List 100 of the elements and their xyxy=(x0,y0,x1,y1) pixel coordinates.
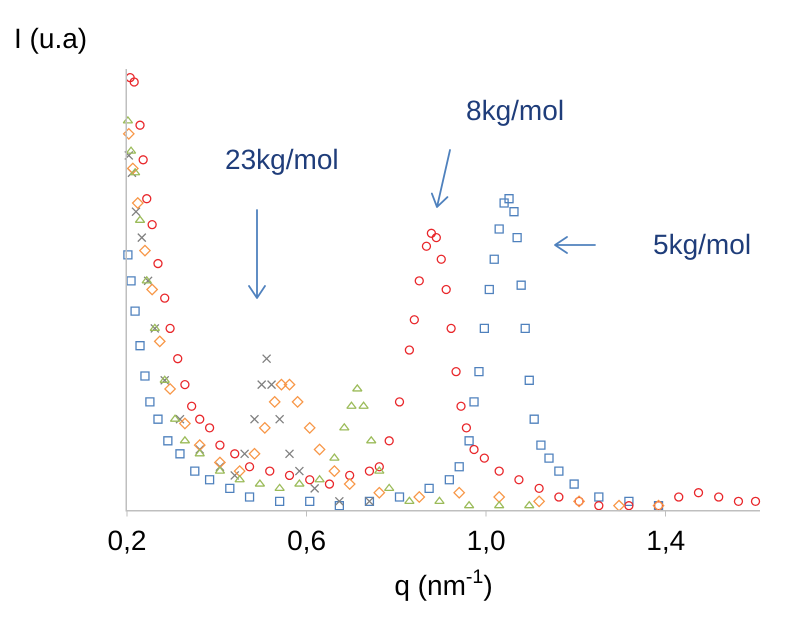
point xyxy=(328,465,340,477)
point xyxy=(534,484,544,494)
point xyxy=(137,232,146,242)
point xyxy=(173,354,182,364)
point xyxy=(164,383,176,395)
point xyxy=(230,470,240,480)
point xyxy=(624,496,634,506)
point xyxy=(284,470,294,480)
point xyxy=(147,220,157,230)
point xyxy=(160,294,170,303)
point xyxy=(493,491,506,503)
point xyxy=(135,341,145,350)
point xyxy=(190,466,200,476)
point xyxy=(334,496,344,506)
point xyxy=(453,486,466,499)
point xyxy=(140,371,150,381)
point xyxy=(135,120,145,130)
point xyxy=(504,194,514,204)
point xyxy=(490,254,499,264)
point xyxy=(750,496,760,506)
point xyxy=(130,77,139,87)
point xyxy=(194,439,206,451)
point xyxy=(304,422,316,434)
point xyxy=(265,466,274,476)
x-axis-title: q (nm$^{-1}$) xyxy=(394,566,493,601)
point xyxy=(533,496,545,508)
point xyxy=(494,466,504,476)
point xyxy=(694,488,704,498)
point xyxy=(410,315,419,324)
point xyxy=(214,456,226,468)
point xyxy=(284,378,296,390)
point xyxy=(456,402,466,411)
point xyxy=(352,384,363,392)
point xyxy=(464,436,474,446)
point xyxy=(374,466,385,474)
point xyxy=(146,284,158,296)
point xyxy=(195,414,204,424)
point xyxy=(187,402,196,411)
point xyxy=(734,496,744,506)
point xyxy=(305,475,314,484)
point xyxy=(225,484,234,494)
point xyxy=(175,449,185,458)
point xyxy=(530,414,539,424)
point xyxy=(254,479,266,487)
point xyxy=(480,453,489,463)
point xyxy=(179,418,191,430)
point xyxy=(142,194,152,204)
point xyxy=(374,462,384,472)
point xyxy=(373,486,386,499)
point xyxy=(494,224,504,234)
point xyxy=(276,378,288,390)
point xyxy=(512,232,522,242)
point xyxy=(230,449,240,458)
point xyxy=(244,492,254,502)
point xyxy=(145,397,155,407)
point xyxy=(314,444,326,456)
point xyxy=(324,479,334,489)
point xyxy=(195,444,204,454)
point xyxy=(153,258,163,268)
point xyxy=(674,492,684,502)
point xyxy=(165,324,175,334)
point xyxy=(516,280,526,290)
point xyxy=(154,336,166,348)
point xyxy=(126,276,136,286)
point xyxy=(462,423,472,432)
point xyxy=(138,155,148,164)
annotation: 23kg/mol xyxy=(225,144,339,175)
point xyxy=(294,479,305,487)
point xyxy=(132,197,144,209)
point xyxy=(329,453,340,461)
point xyxy=(426,228,436,238)
point xyxy=(284,449,294,458)
point xyxy=(544,453,554,463)
point xyxy=(248,448,260,460)
point xyxy=(292,396,304,408)
point xyxy=(554,466,564,476)
point xyxy=(569,479,579,489)
point xyxy=(444,475,454,484)
point xyxy=(240,449,250,458)
point xyxy=(131,207,141,216)
point xyxy=(451,367,461,376)
point xyxy=(446,324,456,334)
point xyxy=(250,414,260,424)
x-tick-label: 0,6 xyxy=(287,525,326,556)
point xyxy=(436,254,446,264)
point xyxy=(344,478,356,490)
point xyxy=(442,284,451,294)
point xyxy=(613,500,625,512)
point xyxy=(268,396,281,408)
point xyxy=(163,436,172,446)
point xyxy=(274,484,285,492)
point xyxy=(274,496,284,506)
point xyxy=(124,150,134,160)
point xyxy=(123,250,133,260)
point xyxy=(536,440,546,450)
point xyxy=(454,462,464,472)
point xyxy=(594,501,604,510)
point xyxy=(204,475,214,484)
point xyxy=(139,244,151,256)
point xyxy=(594,492,604,502)
